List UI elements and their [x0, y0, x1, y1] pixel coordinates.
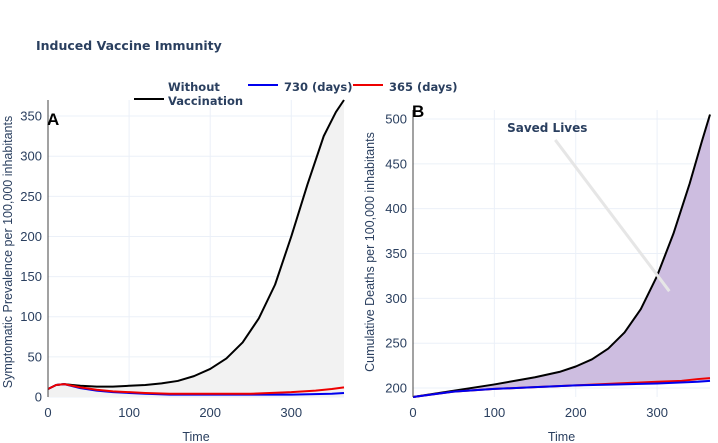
y-tick-b-1: 250 — [385, 336, 407, 351]
annotation-saved-lives: Saved Lives — [507, 121, 587, 135]
chart-title: Induced Vaccine Immunity — [36, 38, 222, 53]
legend-label-2: 365 (days) — [389, 80, 458, 94]
series-line-b-730-days — [412, 379, 711, 398]
y-tick-b-3: 350 — [385, 246, 407, 261]
x-axis-title-b: Time — [548, 430, 575, 443]
y-tick-b-5: 450 — [385, 156, 407, 171]
series-line-a-without-vaccination — [47, 99, 345, 390]
y-tick-a-2: 100 — [20, 309, 42, 324]
panel-label-a: A — [47, 110, 59, 129]
y-tick-a-6: 300 — [20, 149, 42, 164]
legend-label-1: 730 (days) — [284, 80, 353, 94]
y-tick-b-4: 400 — [385, 201, 407, 216]
x-tick-b-0: 0 — [409, 405, 416, 420]
y-axis-title-a: Symptomatic Prevalence per 100,000 inhab… — [1, 116, 15, 388]
x-tick-b-3: 300 — [646, 405, 668, 420]
y-tick-b-2: 300 — [385, 291, 407, 306]
y-tick-a-7: 350 — [20, 109, 42, 124]
x-tick-b-1: 100 — [484, 405, 506, 420]
y-tick-b-0: 200 — [385, 381, 407, 396]
x-tick-b-2: 200 — [565, 405, 587, 420]
series-line-a-365-days — [47, 383, 345, 395]
x-tick-a-2: 200 — [199, 405, 221, 420]
panel-a: 0 50 100 150 200 250 300 350 0 100 200 300 A Time Symp… — [1, 99, 345, 443]
y-tick-b-6: 500 — [385, 111, 407, 126]
panel-b: 200 250 300 350 400 450 500 0 100 200 300 Saved Liv… — [363, 102, 711, 443]
y-tick-a-5: 250 — [20, 189, 42, 204]
legend-label-0-line2: Vaccination — [168, 94, 243, 108]
series-line-b-without-vaccination — [412, 114, 711, 398]
y-tick-a-4: 200 — [20, 229, 42, 244]
legend-label-0: Without — [168, 80, 220, 94]
saved-lives-area — [413, 114, 710, 397]
y-axis-title-b: Cumulative Deaths per 100,000 inhabitant… — [363, 132, 377, 372]
y-tick-a-1: 50 — [28, 349, 42, 364]
y-tick-a-0: 0 — [35, 390, 42, 405]
panel-label-b: B — [412, 102, 424, 121]
x-tick-a-3: 300 — [280, 405, 302, 420]
x-tick-a-1: 100 — [118, 405, 140, 420]
annotation-arrow — [554, 139, 671, 293]
fill-area-a — [48, 100, 344, 397]
y-tick-a-3: 150 — [20, 269, 42, 284]
x-axis-title-a: Time — [182, 430, 209, 443]
x-tick-a-0: 0 — [44, 405, 51, 420]
